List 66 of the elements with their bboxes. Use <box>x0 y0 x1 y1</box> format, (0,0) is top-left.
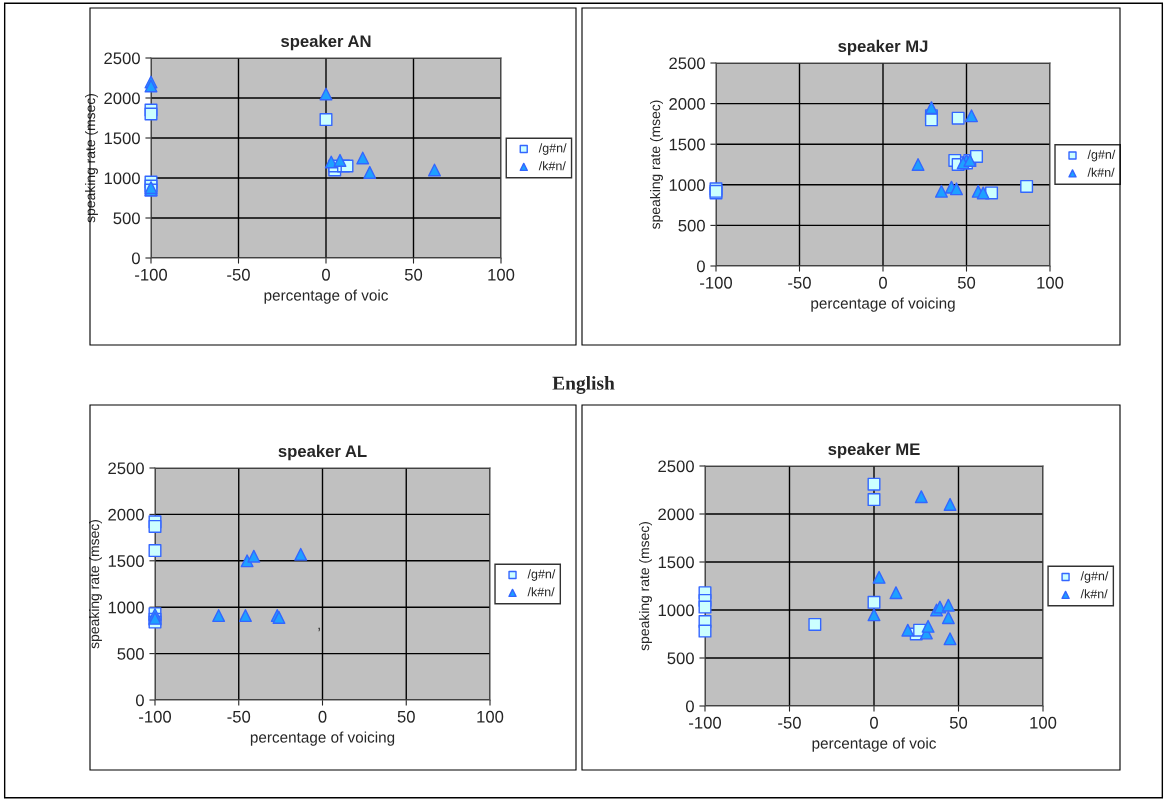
x-tick-label: 100 <box>477 710 504 723</box>
x-tick-label: -50 <box>778 716 801 729</box>
legend-label: /g#n/ <box>527 569 556 581</box>
y-tick-label: 2500 <box>669 57 705 70</box>
x-tick-label: -100 <box>139 710 172 723</box>
y-tick-label: 1500 <box>669 138 705 151</box>
chart-title: speaker MJ <box>838 39 928 56</box>
y-tick-label: 1000 <box>658 604 694 617</box>
y-tick-label: 0 <box>696 260 705 273</box>
y-axis-title: speaking rate (msec) <box>639 522 652 651</box>
y-tick-label: 2000 <box>658 508 694 521</box>
legend-label: /k#n/ <box>527 587 555 597</box>
legend-label: /g#n/ <box>1087 149 1116 162</box>
y-tick-label: 1500 <box>108 555 144 567</box>
x-tick-label: 100 <box>488 268 515 281</box>
chart-title: speaker AN <box>281 34 371 51</box>
x-axis-title: percentage of voicing <box>250 731 395 746</box>
x-tick-label: 100 <box>1037 276 1064 289</box>
x-tick-label: 0 <box>870 716 878 729</box>
y-tick-label: 2500 <box>658 460 694 473</box>
y-tick-label: 0 <box>131 252 140 265</box>
x-axis-title: percentage of voicing <box>811 297 955 312</box>
x-tick-label: 50 <box>397 710 415 723</box>
y-axis-title: speaking rate (msec) <box>650 100 663 229</box>
y-tick-label: 500 <box>667 652 694 665</box>
text: English <box>552 376 615 394</box>
x-tick-label: 50 <box>957 276 976 289</box>
y-tick-label: 2500 <box>104 52 140 65</box>
x-tick-label: 50 <box>949 716 968 729</box>
legend-label: /k#n/ <box>538 161 566 171</box>
x-tick-label: -50 <box>788 276 811 289</box>
y-axis-title: speaking rate (msec) <box>89 520 102 649</box>
x-tick-label: -50 <box>227 268 250 281</box>
y-tick-label: 1000 <box>669 179 705 191</box>
x-tick-label: 100 <box>1030 716 1057 729</box>
y-tick-label: 2000 <box>669 98 705 110</box>
y-tick-label: 0 <box>685 700 694 713</box>
x-axis-title: percentage of voic <box>264 289 389 304</box>
y-tick-label: 500 <box>113 212 140 225</box>
x-tick-label: 50 <box>404 268 423 281</box>
y-tick-label: 500 <box>678 219 705 232</box>
chart-title: speaker AL <box>278 444 367 461</box>
y-axis-title: speaking rate (msec) <box>85 94 98 223</box>
x-tick-label: -50 <box>227 710 251 723</box>
annotation: , <box>318 627 320 632</box>
y-tick-label: 2000 <box>108 508 144 521</box>
y-tick-label: 1000 <box>104 172 140 185</box>
legend-label: /k#n/ <box>1080 589 1108 599</box>
y-tick-label: 2500 <box>108 462 144 475</box>
x-tick-label: -100 <box>700 276 733 289</box>
y-tick-label: 0 <box>135 694 144 707</box>
legend-label: /g#n/ <box>1080 571 1109 583</box>
x-tick-label: 0 <box>322 268 330 281</box>
x-tick-label: -100 <box>689 716 722 729</box>
y-tick-label: 1000 <box>108 601 144 614</box>
y-tick-label: 500 <box>117 648 144 660</box>
y-tick-label: 1500 <box>104 132 140 145</box>
x-tick-label: -100 <box>135 268 168 281</box>
legend-label: /g#n/ <box>538 143 567 155</box>
legend-label: /k#n/ <box>1087 167 1115 177</box>
x-axis-title: percentage of voic <box>812 737 937 752</box>
y-tick-label: 1500 <box>658 556 694 569</box>
x-tick-label: 0 <box>879 276 887 289</box>
y-tick-label: 2000 <box>104 92 140 105</box>
x-tick-label: 0 <box>318 710 327 723</box>
chart-title: speaker ME <box>828 442 920 459</box>
